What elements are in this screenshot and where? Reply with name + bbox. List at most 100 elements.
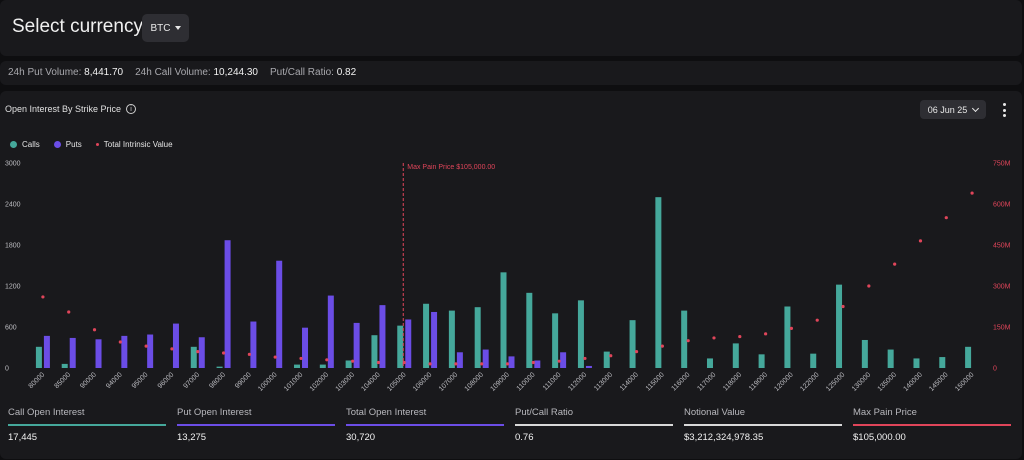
x-tick-label: 106000 [412,371,434,393]
calls-bar [552,313,559,368]
calls-bar [397,325,404,368]
intrinsic-value-point [557,359,561,363]
summary-notional-value: Notional Value $3,212,324,978.35 [684,407,842,451]
x-tick-label: 107000 [438,371,460,393]
x-tick-label: 130000 [851,371,873,393]
intrinsic-value-point [686,339,690,343]
intrinsic-value-point [944,216,948,220]
x-tick-label: 94000 [105,371,124,390]
x-tick-label: 101000 [283,371,305,393]
x-tick-label: 150000 [954,371,976,393]
calls-bar [190,346,197,368]
puts-bar [405,319,412,368]
currency-select-button[interactable]: BTC [142,14,189,42]
x-tick-label: 105000 [386,371,408,393]
y-left-tick-label: 3000 [5,161,21,168]
intrinsic-value-point [273,355,277,359]
caret-down-icon [174,26,181,30]
x-tick-label: 145000 [928,371,950,393]
x-tick-label: 125000 [825,371,847,393]
y-right-tick-label: 0 [993,366,997,373]
puts-bar [379,305,386,368]
calls-bar [758,354,765,368]
y-right-tick-label: 300M [993,284,1011,291]
x-tick-label: 90000 [79,371,98,390]
info-icon[interactable]: i [126,104,137,114]
legend-item-puts[interactable]: Puts [53,140,82,149]
summary-value: 0.76 [515,431,534,443]
x-tick-label: 100000 [257,371,279,393]
intrinsic-value-point [634,350,639,354]
intrinsic-value-point [376,360,381,365]
intrinsic-value-point [867,284,871,288]
more-options-icon[interactable] [998,102,1010,118]
put-call-ratio-stat: Put/Call Ratio: 0.82 [270,67,357,78]
y-right-tick-label: 150M [993,325,1011,332]
calls-bar [474,307,481,368]
x-tick-label: 135000 [877,371,899,393]
summary-underline [346,424,504,426]
intrinsic-value-point [196,350,200,354]
summary-underline [853,424,1011,426]
puts-bar [302,327,309,368]
intrinsic-value-point [918,239,923,243]
calls-bar [706,358,713,368]
puts-bar [147,334,154,368]
x-tick-label: 103000 [335,371,357,393]
calls-bar [423,303,430,368]
summary-label: Call Open Interest [8,407,85,418]
expiry-date-select[interactable]: 06 Jun 25 [920,100,986,119]
calls-bar [784,306,791,368]
x-tick-label: 96000 [157,371,176,390]
intrinsic-value-point [789,326,794,330]
intrinsic-value-point [118,340,122,344]
calls-bar [681,310,688,368]
calls-bar [965,346,972,368]
intrinsic-value-point [351,359,355,363]
intrinsic-legend-dot [95,143,99,146]
puts-bar [482,349,489,368]
x-tick-label: 111000 [542,371,563,392]
calls-bar [35,346,42,368]
x-tick-label: 99000 [234,371,253,390]
x-tick-label: 109000 [489,371,511,393]
summary-underline [177,424,335,426]
summary-underline [8,424,166,426]
puts-bar [224,240,231,368]
put-volume-stat: 24h Put Volume: 8,441.70 [8,67,124,78]
intrinsic-value-point [764,332,768,336]
legend-item-intrinsic[interactable]: Total Intrinsic Value [95,140,173,149]
summary-label: Max Pain Price [853,407,917,418]
intrinsic-value-point [325,358,329,362]
summary-underline [684,424,842,426]
y-right-tick-label: 750M [993,161,1011,168]
calls-bar [939,357,946,368]
intrinsic-value-point [92,328,97,332]
y-left-tick-label: 1800 [5,243,21,250]
puts-legend-dot [53,141,61,148]
x-tick-label: 112000 [567,371,588,392]
intrinsic-value-point [893,262,897,266]
y-right-tick-label: 450M [993,243,1011,250]
puts-bar [276,260,283,368]
x-tick-label: 98000 [208,371,227,390]
volume-stats-bar: 24h Put Volume: 8,441.70 24h Call Volume… [0,61,1022,85]
intrinsic-value-point [738,334,742,339]
calls-bar [629,320,636,368]
legend-item-calls[interactable]: Calls [10,140,40,149]
puts-bar [43,335,50,368]
calls-bar [216,366,223,368]
intrinsic-value-point [41,295,45,299]
puts-bar [353,322,360,368]
x-tick-label: 80000 [28,371,47,390]
y-left-tick-label: 0 [5,366,9,373]
currency-panel: Select currency: BTC [0,0,1022,56]
calls-bar [887,349,894,368]
currency-value: BTC [150,22,171,34]
intrinsic-value-point [247,352,251,356]
x-tick-label: 115000 [645,371,666,392]
summary-underline [515,424,673,426]
legend-label-intrinsic: Total Intrinsic Value [103,140,173,149]
puts-bar [172,323,179,368]
calls-bar [319,364,326,368]
